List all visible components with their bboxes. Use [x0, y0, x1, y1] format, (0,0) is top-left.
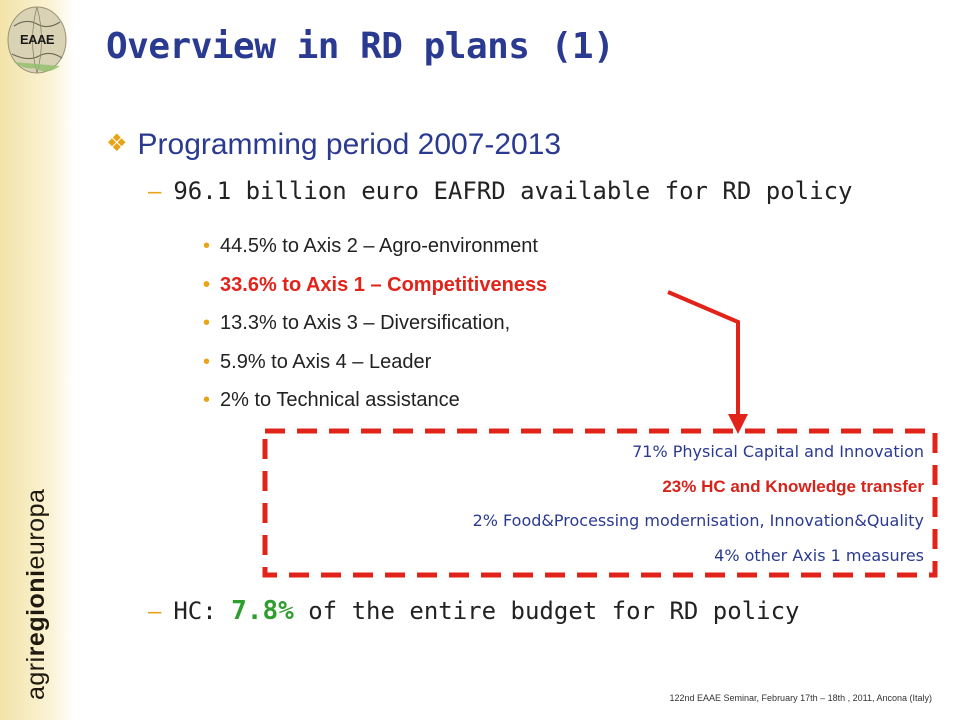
- dash-icon: –: [148, 178, 162, 205]
- bullet-item: • 2% to Technical assistance: [203, 385, 547, 424]
- level2-item-hc: – HC: 7.8% of the entire budget for RD po…: [148, 596, 800, 626]
- level2-text: 96.1 billion euro EAFRD available for RD…: [173, 177, 853, 205]
- hc-prefix: HC:: [173, 597, 232, 625]
- hc-suffix: of the entire budget for RD policy: [293, 597, 800, 625]
- bullet-dot-icon: •: [203, 350, 211, 373]
- bullet-dot-icon: •: [203, 389, 211, 411]
- bullet-dot-icon: •: [203, 273, 211, 296]
- bullet-item: • 13.3% to Axis 3 – Diversification,: [203, 308, 547, 347]
- level2-item-budget: –96.1 billion euro EAFRD available for R…: [148, 177, 852, 206]
- brand-vertical: agriregionieuropa: [22, 489, 51, 700]
- sidebar: EAAE agriregionieuropa: [0, 0, 74, 720]
- breakdown-item: 2% Food&Processing modernisation, Innova…: [472, 511, 924, 530]
- axis1-breakdown-box: 71% Physical Capital and Innovation 23% …: [262, 428, 938, 578]
- slide-title: Overview in RD plans (1): [106, 26, 615, 67]
- dash-icon: –: [148, 598, 162, 625]
- bullet-item: • 44.5% to Axis 2 – Agro-environment: [203, 231, 547, 270]
- bullet-dot-icon: •: [203, 312, 211, 334]
- eaae-logo: EAAE: [6, 4, 68, 78]
- diamond-cluster-icon: ❖: [106, 130, 128, 157]
- breakdown-list: 71% Physical Capital and Innovation 23% …: [473, 438, 924, 576]
- globe-logo-icon: [7, 6, 67, 74]
- axis-bullet-list: • 44.5% to Axis 2 – Agro-environment • 33.…: [203, 231, 547, 424]
- footer-text: 122nd EAAE Seminar, February 17th – 18th…: [669, 693, 933, 703]
- bullet-item: • 5.9% to Axis 4 – Leader: [203, 347, 547, 386]
- bullet-item-highlighted: • 33.6% to Axis 1 – Competitiveness: [203, 270, 547, 309]
- brand-prefix: agri: [22, 656, 50, 700]
- bullet-text: 5.9% to Axis 4 – Leader: [220, 350, 432, 373]
- level1-text: Programming period 2007-2013: [137, 128, 562, 161]
- bullet-text: 13.3% to Axis 3 – Diversification,: [220, 312, 511, 334]
- breakdown-item: 71% Physical Capital and Innovation: [632, 442, 924, 461]
- dashed-border: [262, 428, 938, 578]
- breakdown-item-highlighted: 23% HC and Knowledge transfer: [662, 476, 924, 496]
- bullet-text: 2% to Technical assistance: [220, 389, 460, 411]
- bullet-text: 44.5% to Axis 2 – Agro-environment: [220, 235, 538, 257]
- logo-text: EAAE: [19, 32, 55, 47]
- brand-suffix: europa: [22, 488, 50, 570]
- brand-bold: regioni: [22, 569, 50, 657]
- hc-value: 7.8%: [231, 596, 294, 626]
- bullet-text: 33.6% to Axis 1 – Competitiveness: [220, 273, 548, 296]
- bullet-dot-icon: •: [203, 235, 211, 257]
- level1-bullet: ❖ Programming period 2007-2013: [106, 128, 561, 162]
- breakdown-item: 4% other Axis 1 measures: [714, 545, 924, 565]
